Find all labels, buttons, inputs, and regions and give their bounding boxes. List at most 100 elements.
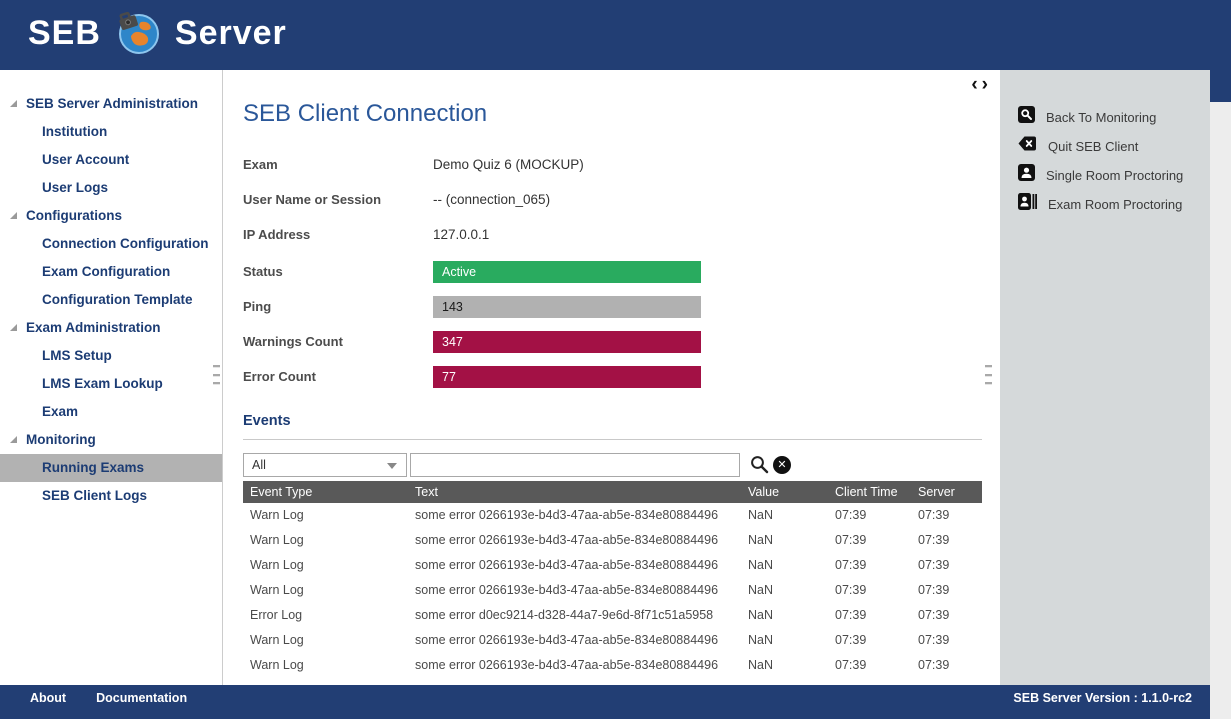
cell-text: some error 0266193e-b4d3-47aa-ab5e-834e8… bbox=[415, 658, 719, 672]
table-row[interactable]: Warn Log some error 0266193e-b4d3-47aa-a… bbox=[243, 628, 982, 653]
documentation-link[interactable]: Documentation bbox=[96, 691, 188, 705]
sidebar-item-user-account[interactable]: User Account bbox=[0, 146, 223, 174]
sidebar-divider[interactable] bbox=[222, 70, 223, 685]
sidebar-item-exam-administration[interactable]: Exam Administration bbox=[0, 314, 223, 342]
table-row[interactable]: Warn Log some error 0266193e-b4d3-47aa-a… bbox=[243, 578, 982, 603]
cell-event-type: Warn Log bbox=[250, 583, 304, 597]
footer-corner bbox=[1210, 685, 1231, 719]
field-ping: Ping 143 bbox=[243, 296, 973, 331]
sidebar-nav: SEB Server Administration Institution Us… bbox=[0, 70, 223, 685]
cell-server-time: 07:39 bbox=[918, 633, 950, 647]
field-warnings-count: Warnings Count 347 bbox=[243, 331, 973, 366]
sidebar-sash-grip[interactable] bbox=[213, 365, 220, 385]
sidebar-item-user-logs[interactable]: User Logs bbox=[0, 174, 223, 202]
field-label: Status bbox=[243, 264, 283, 279]
sidebar-item-lms-setup[interactable]: LMS Setup bbox=[0, 342, 223, 370]
exam-room-proctoring-button[interactable]: Exam Room Proctoring bbox=[1018, 193, 1182, 215]
field-value: 127.0.0.1 bbox=[433, 227, 490, 242]
cell-client-time: 07:39 bbox=[835, 608, 867, 622]
sidebar-item-label: Exam bbox=[42, 404, 79, 419]
cell-server-time: 07:39 bbox=[918, 658, 950, 672]
sidebar-item-institution[interactable]: Institution bbox=[0, 118, 223, 146]
sidebar-item-lms-exam-lookup[interactable]: LMS Exam Lookup bbox=[0, 370, 223, 398]
sidebar-item-label: User Account bbox=[42, 152, 130, 167]
tree-expand-icon[interactable] bbox=[10, 212, 17, 219]
status-badge: Active bbox=[433, 261, 701, 283]
events-search-input[interactable] bbox=[410, 453, 740, 477]
sidebar-item-label: Institution bbox=[42, 124, 108, 139]
sidebar-item-configuration-template[interactable]: Configuration Template bbox=[0, 286, 223, 314]
sidebar-item-seb-client-logs[interactable]: SEB Client Logs bbox=[0, 482, 223, 510]
table-row[interactable]: Warn Log some error 0266193e-b4d3-47aa-a… bbox=[243, 653, 982, 678]
back-to-monitoring-button[interactable]: Back To Monitoring bbox=[1018, 106, 1156, 128]
cell-text: some error 0266193e-b4d3-47aa-ab5e-834e8… bbox=[415, 508, 719, 522]
action-label: Quit SEB Client bbox=[1048, 138, 1139, 154]
table-row[interactable]: Warn Log some error 0266193e-b4d3-47aa-a… bbox=[243, 528, 982, 553]
monitor-search-icon bbox=[1018, 106, 1035, 128]
cell-server-time: 07:39 bbox=[918, 608, 950, 622]
cell-event-type: Warn Log bbox=[250, 558, 304, 572]
person-group-icon bbox=[1018, 193, 1037, 215]
cell-text: some error 0266193e-b4d3-47aa-ab5e-834e8… bbox=[415, 558, 719, 572]
right-blue-strip bbox=[1210, 70, 1231, 102]
field-value: -- (connection_065) bbox=[433, 192, 551, 207]
sidebar-item-exam[interactable]: Exam bbox=[0, 398, 223, 426]
cell-client-time: 07:39 bbox=[835, 583, 867, 597]
quit-seb-client-button[interactable]: Quit SEB Client bbox=[1018, 135, 1138, 157]
brand-seb-text: SEB bbox=[28, 13, 101, 52]
column-header-server-time[interactable]: Server Time bbox=[918, 485, 955, 521]
cell-server-time: 07:39 bbox=[918, 583, 950, 597]
field-exam: Exam Demo Quiz 6 (MOCKUP) bbox=[243, 156, 973, 191]
column-header-text[interactable]: Text bbox=[415, 485, 438, 499]
next-page-arrow[interactable]: › bbox=[981, 74, 992, 95]
column-header-event-type[interactable]: Event Type bbox=[250, 485, 313, 499]
tree-expand-icon[interactable] bbox=[10, 324, 17, 331]
sidebar-item-running-exams[interactable]: Running Exams bbox=[0, 454, 223, 482]
field-error-count: Error Count 77 bbox=[243, 366, 973, 401]
sidebar-item-label: Configuration Template bbox=[42, 292, 193, 307]
sidebar-item-label: SEB Client Logs bbox=[42, 488, 148, 503]
cell-client-time: 07:39 bbox=[835, 633, 867, 647]
sidebar-item-connection-configuration[interactable]: Connection Configuration bbox=[0, 230, 223, 258]
sidebar-item-monitoring[interactable]: Monitoring bbox=[0, 426, 223, 454]
cell-text: some error d0ec9214-d328-44a7-9e6d-8f71c… bbox=[415, 608, 714, 622]
cell-value: NaN bbox=[748, 608, 774, 622]
event-type-filter-select[interactable]: All bbox=[243, 453, 407, 477]
cell-text: some error 0266193e-b4d3-47aa-ab5e-834e8… bbox=[415, 533, 719, 547]
cell-text: some error 0266193e-b4d3-47aa-ab5e-834e8… bbox=[415, 583, 719, 597]
connection-detail-form: Exam Demo Quiz 6 (MOCKUP) User Name or S… bbox=[243, 156, 973, 401]
events-divider bbox=[243, 439, 982, 440]
cell-value: NaN bbox=[748, 533, 774, 547]
content-sash-grip[interactable] bbox=[985, 365, 992, 385]
app-footer: About Documentation SEB Server Version :… bbox=[0, 685, 1210, 719]
search-icon[interactable] bbox=[750, 455, 769, 474]
sidebar-item-exam-configuration[interactable]: Exam Configuration bbox=[0, 258, 223, 286]
cell-value: NaN bbox=[748, 658, 774, 672]
column-header-value[interactable]: Value bbox=[748, 485, 780, 499]
table-row[interactable]: Warn Log some error 0266193e-b4d3-47aa-a… bbox=[243, 553, 982, 578]
sidebar-item-label: SEB Server Administration bbox=[26, 96, 199, 111]
tree-expand-icon[interactable] bbox=[10, 100, 17, 107]
events-table-header: Event Type Text Value Client Time Server… bbox=[243, 481, 982, 521]
sidebar-item-label: LMS Setup bbox=[42, 348, 112, 363]
action-label: Single Room Proctoring bbox=[1046, 167, 1184, 183]
field-label: Warnings Count bbox=[243, 334, 343, 349]
app-logo: SEB Server bbox=[28, 10, 287, 56]
table-row[interactable]: Warn Log some error 0266193e-b4d3-47aa-a… bbox=[243, 503, 982, 528]
cell-event-type: Warn Log bbox=[250, 633, 304, 647]
warnings-badge: 347 bbox=[433, 331, 701, 353]
sidebar-item-seb-server-administration[interactable]: SEB Server Administration bbox=[0, 90, 223, 118]
tree-expand-icon[interactable] bbox=[10, 436, 17, 443]
page-title: SEB Client Connection bbox=[243, 100, 488, 127]
single-room-proctoring-button[interactable]: Single Room Proctoring bbox=[1018, 164, 1183, 186]
cell-client-time: 07:39 bbox=[835, 533, 867, 547]
column-header-client-time[interactable]: Client Time bbox=[835, 485, 898, 499]
cell-value: NaN bbox=[748, 583, 774, 597]
cell-client-time: 07:39 bbox=[835, 558, 867, 572]
field-label: Ping bbox=[243, 299, 272, 314]
table-row[interactable]: Error Log some error d0ec9214-d328-44a7-… bbox=[243, 603, 982, 628]
about-link[interactable]: About bbox=[30, 691, 67, 705]
prev-page-arrow[interactable]: ‹ bbox=[971, 74, 982, 95]
clear-filter-icon[interactable]: ✕ bbox=[773, 456, 791, 474]
sidebar-item-configurations[interactable]: Configurations bbox=[0, 202, 223, 230]
